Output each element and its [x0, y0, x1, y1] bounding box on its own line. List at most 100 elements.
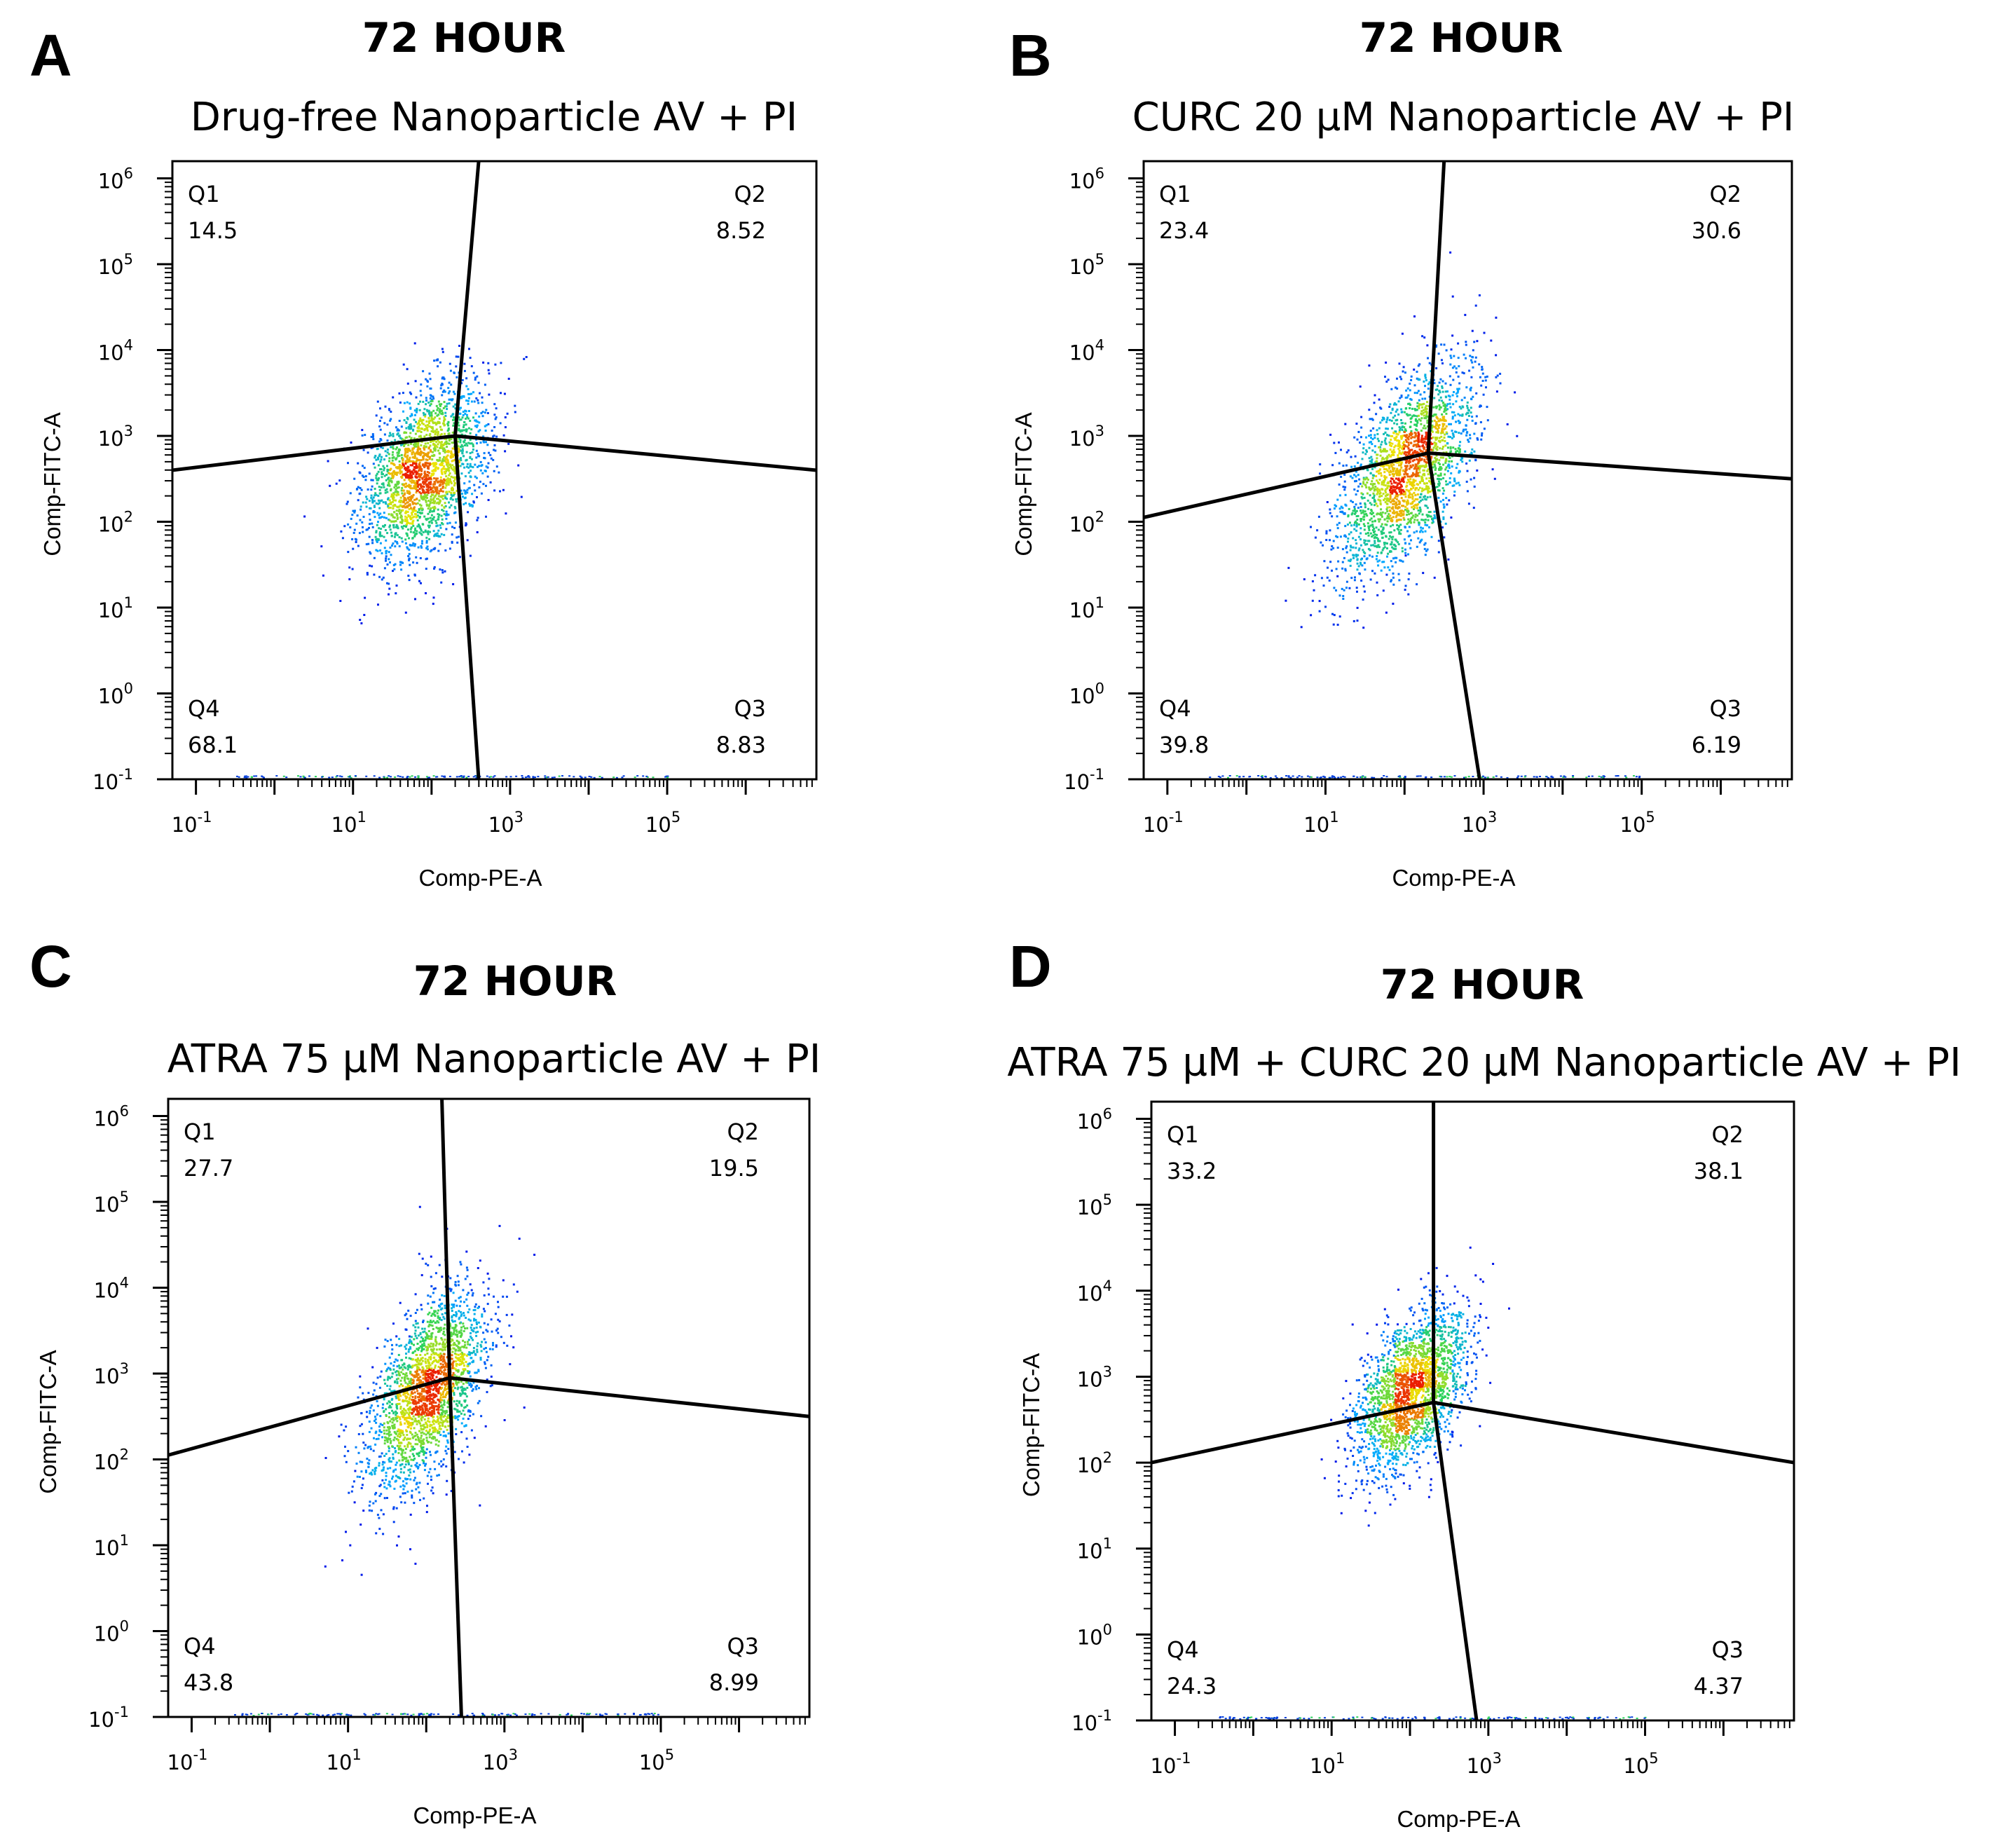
- event-dot: [393, 516, 396, 519]
- event-dot: [1450, 516, 1453, 519]
- event-dot: [439, 404, 441, 407]
- event-dot: [1370, 544, 1373, 547]
- event-dot: [1377, 539, 1380, 542]
- event-dot: [369, 564, 371, 567]
- event-dot: [399, 512, 401, 515]
- event-dot: [1378, 546, 1381, 549]
- event-dot: [439, 500, 441, 502]
- event-dot: [441, 509, 444, 512]
- event-dot: [383, 567, 386, 570]
- event-dot: [392, 476, 395, 479]
- event-dot: [406, 474, 409, 477]
- axis-event-dot: [666, 776, 669, 779]
- event-dot: [1377, 528, 1380, 531]
- event-dot: [1441, 416, 1444, 418]
- event-dot: [388, 558, 390, 561]
- event-dot: [1452, 446, 1455, 449]
- event-dot: [420, 507, 422, 509]
- event-dot: [392, 463, 395, 466]
- event-dot: [440, 533, 443, 535]
- event-dot: [1399, 427, 1402, 430]
- event-dot: [1369, 578, 1372, 581]
- event-dot: [1479, 405, 1482, 407]
- event-dot: [1428, 526, 1430, 528]
- event-dot: [1443, 437, 1446, 439]
- event-dot: [1406, 507, 1409, 510]
- event-dot: [1412, 444, 1415, 447]
- event-dot: [362, 465, 364, 467]
- event-dot: [1444, 395, 1447, 398]
- event-dot: [434, 431, 437, 434]
- quadrant-id: Q1: [1159, 181, 1191, 207]
- event-dot: [1363, 496, 1366, 499]
- event-dot: [1404, 542, 1406, 545]
- panel-title: Drug-free Nanoparticle AV + PI: [191, 95, 797, 140]
- event-dot: [1451, 295, 1454, 298]
- event-dot: [1420, 440, 1423, 443]
- event-dot: [392, 434, 395, 437]
- event-dot: [1423, 473, 1425, 476]
- event-dot: [1329, 529, 1331, 532]
- event-dot: [416, 430, 419, 432]
- event-dot: [1392, 535, 1395, 538]
- event-dot: [1420, 413, 1423, 416]
- event-dot: [432, 596, 435, 599]
- event-dot: [425, 547, 428, 549]
- y-tick-label: 102: [98, 509, 133, 537]
- event-dot: [1392, 502, 1395, 505]
- event-dot: [1421, 397, 1424, 400]
- event-dot: [430, 521, 433, 524]
- axis-event-dot: [486, 775, 488, 777]
- event-dot: [1399, 460, 1402, 463]
- event-dot: [1383, 518, 1386, 521]
- event-dot: [411, 487, 413, 490]
- event-dot: [481, 402, 484, 404]
- event-dot: [1411, 407, 1413, 410]
- event-dot: [372, 496, 375, 499]
- event-dot: [1378, 446, 1381, 449]
- event-dot: [398, 448, 400, 451]
- event-dot: [1362, 478, 1365, 481]
- event-dot: [1381, 511, 1384, 514]
- event-dot: [482, 440, 485, 443]
- event-dot: [1481, 368, 1484, 371]
- event-dot: [409, 427, 411, 430]
- event-dot: [397, 480, 400, 483]
- event-dot: [377, 458, 380, 460]
- event-dot: [504, 426, 507, 429]
- event-dot: [1392, 576, 1395, 579]
- event-dot: [454, 407, 457, 410]
- event-dot: [413, 515, 416, 518]
- event-dot: [355, 538, 357, 541]
- event-dot: [1350, 546, 1352, 549]
- event-dot: [1376, 513, 1378, 516]
- event-dot: [383, 467, 385, 470]
- event-dot: [1495, 316, 1498, 319]
- event-dot: [413, 469, 416, 472]
- event-dot: [437, 535, 440, 538]
- gate-line-right: [1427, 451, 1793, 481]
- event-dot: [1380, 407, 1383, 410]
- event-dot: [1378, 439, 1380, 442]
- axis-event-dot: [1371, 776, 1374, 779]
- event-dot: [1379, 514, 1382, 516]
- event-dot: [1438, 459, 1441, 462]
- event-dot: [1383, 546, 1386, 549]
- axis-event-dot: [354, 775, 357, 777]
- event-dot: [423, 470, 426, 473]
- event-dot: [1407, 502, 1410, 505]
- axis-event-dot: [537, 776, 540, 778]
- event-dot: [1402, 560, 1404, 563]
- event-dot: [392, 499, 395, 502]
- event-dot: [1406, 465, 1409, 467]
- event-dot: [402, 410, 404, 413]
- event-dot: [1453, 494, 1456, 497]
- event-dot: [465, 430, 468, 433]
- event-dot: [1425, 433, 1427, 436]
- event-dot: [378, 477, 380, 479]
- event-dot: [452, 390, 455, 393]
- event-dot: [1465, 480, 1468, 483]
- event-dot: [1439, 463, 1441, 465]
- event-dot: [468, 348, 470, 350]
- event-dot: [446, 469, 448, 472]
